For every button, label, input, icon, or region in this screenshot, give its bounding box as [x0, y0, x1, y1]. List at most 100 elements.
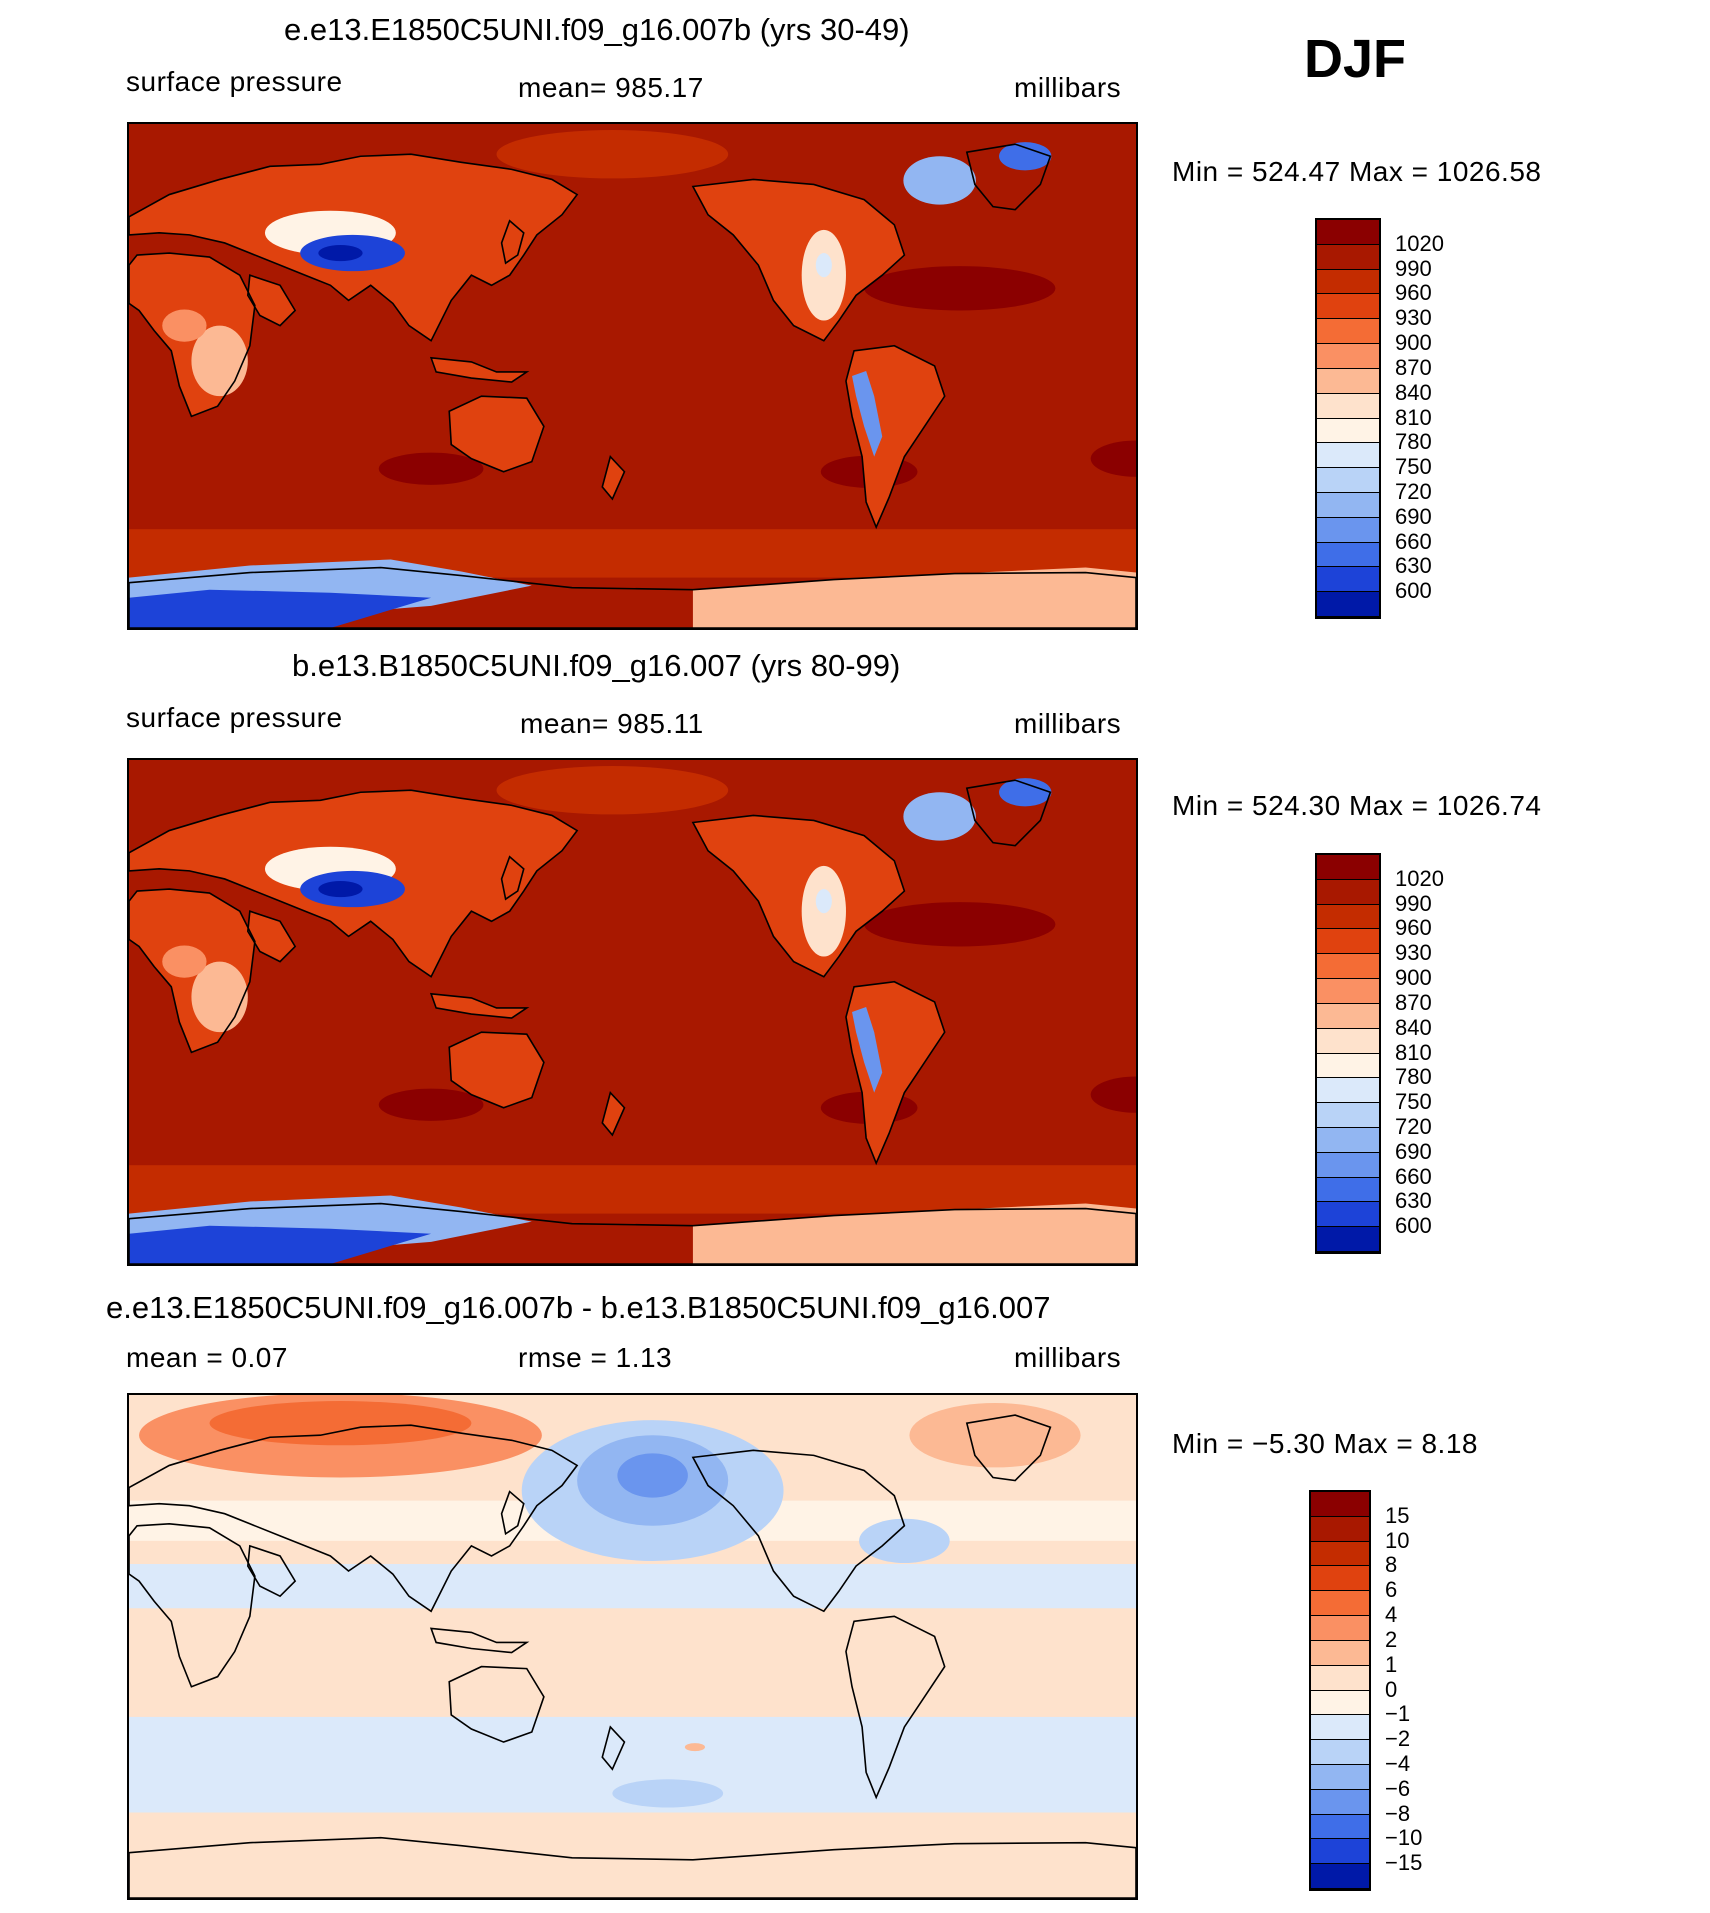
colorbar-label: 600 — [1395, 578, 1432, 604]
colorbar-box — [1317, 393, 1379, 419]
colorbar-box — [1311, 1814, 1369, 1840]
diff-south-pacific-negative — [612, 1779, 724, 1808]
colorbar-box — [1317, 1227, 1379, 1252]
colorbar-label: 930 — [1395, 940, 1432, 966]
diff-small-positive — [684, 1743, 706, 1752]
japan-coastline — [500, 1490, 525, 1536]
colorbar-box — [1311, 1690, 1369, 1716]
colorbar-box — [1317, 220, 1379, 245]
colorbar-box — [1317, 1202, 1379, 1228]
colorbar-box — [1317, 567, 1379, 593]
antarctica-plateau-east — [692, 567, 1136, 628]
australia-land — [449, 1032, 544, 1108]
eurasia-coastline — [129, 1424, 579, 1613]
colorbar-box — [1317, 1028, 1379, 1054]
colorbar-label: 960 — [1395, 280, 1432, 306]
colorbar-label: 10 — [1385, 1527, 1410, 1553]
andes — [852, 370, 883, 457]
atlantic-south-high — [1090, 1076, 1136, 1113]
colorbar-box — [1317, 979, 1379, 1004]
panel-2-min-max: Min = 524.30 Max = 1026.74 — [1172, 790, 1542, 821]
colorbar-label: 990 — [1395, 255, 1432, 281]
colorbar-label: 810 — [1395, 1039, 1432, 1065]
colorbar-box — [1311, 1541, 1369, 1567]
colorbar-label: 960 — [1395, 915, 1432, 941]
greenland-icecap — [903, 792, 976, 841]
diff-north-atlantic-negative — [859, 1518, 950, 1564]
colorbar-label: 750 — [1395, 454, 1432, 480]
japan-coastline — [500, 219, 525, 265]
colorbar-box — [1317, 1152, 1379, 1178]
arabia-land — [247, 911, 296, 962]
colorbar-box — [1317, 244, 1379, 270]
colorbar-label: 720 — [1395, 478, 1432, 504]
diff-atlantic-positive — [909, 1403, 1081, 1468]
andes — [852, 1006, 883, 1093]
japan-coastline — [500, 855, 525, 901]
diff-pacific-center — [617, 1453, 688, 1498]
northamerica-land — [692, 179, 905, 341]
aleutian-low — [496, 130, 729, 179]
colorbar-label: 840 — [1395, 379, 1432, 405]
panel-3-title: e.e13.E1850C5UNI.f09_g16.007b - b.e13.B1… — [106, 1290, 1051, 1325]
colorbar-label: 600 — [1395, 1213, 1432, 1239]
colorbar-box — [1317, 929, 1379, 955]
australia-coastline — [448, 395, 545, 473]
colorbar-box — [1317, 294, 1379, 320]
panel-2-variable-label: surface pressure — [126, 702, 343, 733]
colorbar-label: 780 — [1395, 1064, 1432, 1090]
colorbar-box — [1317, 1103, 1379, 1128]
panel-3-min-max: Min = −5.30 Max = 8.18 — [1172, 1428, 1478, 1459]
colorbar-box — [1317, 855, 1379, 880]
colorbar-label: 630 — [1395, 553, 1432, 579]
arabia-coastline — [246, 1544, 297, 1598]
eurasia-coastline — [129, 789, 579, 978]
colorbar-label: −8 — [1385, 1800, 1411, 1826]
season-label: DJF — [1304, 29, 1407, 89]
colorbar-label: 720 — [1395, 1113, 1432, 1139]
colorbar-box — [1311, 1764, 1369, 1790]
colorbar-label: 690 — [1395, 503, 1432, 529]
colorbar-box — [1311, 1591, 1369, 1617]
aleutian-low — [496, 766, 729, 815]
indian-high — [378, 452, 484, 485]
panel-2-units-label: millibars — [1014, 708, 1122, 739]
northamerica-land — [692, 815, 905, 977]
southamerica-coastline — [845, 1615, 946, 1800]
colorbar-label: −15 — [1385, 1850, 1423, 1876]
arabia-land — [247, 275, 296, 326]
africa-highlands — [191, 961, 248, 1033]
colorbar-box — [1317, 319, 1379, 345]
colorbar-label: 1020 — [1395, 865, 1444, 891]
colorbar-label: 1020 — [1395, 230, 1444, 256]
greenland-coastline — [965, 779, 1052, 847]
panel-3-colorbar — [1309, 1490, 1371, 1891]
panel-1-mean-label: mean= 985.17 — [518, 72, 704, 103]
panel-1-units-label: millibars — [1014, 72, 1122, 103]
colorbar-label: 870 — [1395, 989, 1432, 1015]
africa-coastline — [129, 1522, 256, 1688]
panel-2-map — [127, 758, 1138, 1266]
colorbar-box — [1317, 879, 1379, 905]
eurasia-coastline — [129, 153, 579, 342]
colorbar-label: 660 — [1395, 528, 1432, 554]
colorbar-box — [1317, 468, 1379, 493]
colorbar-box — [1317, 492, 1379, 518]
colorbar-box — [1317, 269, 1379, 295]
atlantic-high — [864, 266, 1056, 311]
greenland-summit — [999, 142, 1052, 171]
antarctica-coastline — [129, 1836, 1136, 1898]
colorbar-label: 870 — [1395, 354, 1432, 380]
indian-high — [378, 1088, 484, 1121]
panel-1-variable-label: surface pressure — [126, 66, 343, 97]
colorbar-box — [1317, 542, 1379, 568]
colorbar-label: 660 — [1395, 1163, 1432, 1189]
colorbar-box — [1317, 1003, 1379, 1029]
panel-1-map — [127, 122, 1138, 630]
colorbar-label: 1 — [1385, 1651, 1398, 1677]
colorbar-label: 780 — [1395, 429, 1432, 455]
colorbar-label: −1 — [1385, 1701, 1411, 1727]
colorbar-label: 15 — [1385, 1502, 1410, 1528]
africa-coastline — [129, 888, 256, 1054]
colorbar-box — [1317, 1053, 1379, 1079]
